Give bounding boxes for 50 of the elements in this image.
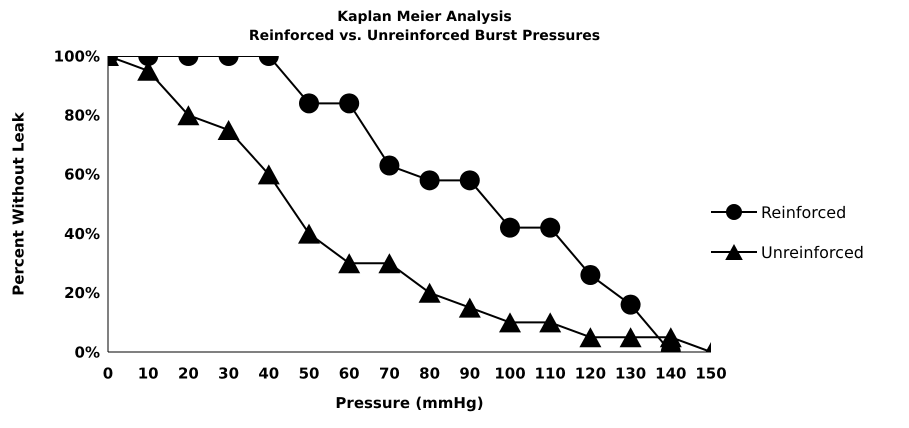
point <box>339 93 360 114</box>
x-tick-label: 120 <box>574 364 606 383</box>
x-tick-label: 60 <box>338 364 360 383</box>
point <box>499 312 521 332</box>
x-tick-label: 20 <box>178 364 199 383</box>
x-tick-label: 80 <box>419 364 440 383</box>
x-tick-label: 130 <box>614 364 646 383</box>
point <box>620 327 642 348</box>
point <box>378 253 400 274</box>
point <box>418 282 441 303</box>
x-tick-label: 150 <box>695 364 727 383</box>
point <box>379 156 400 176</box>
x-axis-title: Pressure (mmHg) <box>335 394 484 412</box>
point <box>258 164 280 184</box>
x-tick-label: 10 <box>138 364 159 383</box>
point <box>540 218 560 238</box>
x-tick-label: 50 <box>298 364 320 383</box>
point <box>299 93 319 114</box>
chart-title: Kaplan Meier Analysis <box>336 8 513 27</box>
point <box>420 170 440 190</box>
x-tick-label: 90 <box>459 364 480 383</box>
point <box>539 312 562 332</box>
point <box>177 105 200 126</box>
point <box>500 218 520 238</box>
point <box>218 120 240 140</box>
y-tick-label: 80% <box>64 106 100 125</box>
point <box>620 294 641 315</box>
x-tick-label: 30 <box>218 364 240 383</box>
point <box>579 327 602 348</box>
x-tick-label: 70 <box>378 364 400 383</box>
x-tick-label: 0 <box>102 364 114 383</box>
x-tick-label: 140 <box>655 364 686 383</box>
point <box>580 265 600 286</box>
point <box>460 170 480 190</box>
legend-label: Unreinforced <box>761 242 864 262</box>
y-axis-title: Percent Without Leak <box>9 111 28 296</box>
y-tick-label: 0% <box>74 343 100 362</box>
x-tick-label: 40 <box>258 364 280 383</box>
y-tick-label: 100% <box>54 47 100 66</box>
x-tick-label: 110 <box>534 364 566 383</box>
y-tick-label: 20% <box>64 284 100 302</box>
point <box>298 224 320 244</box>
x-tick-label: 100 <box>494 364 526 383</box>
chart-subtitle: Reinforced vs. Unreinforced Burst Pressures <box>248 27 602 46</box>
point <box>660 327 682 348</box>
y-tick-label: 60% <box>64 166 100 184</box>
point <box>458 298 481 318</box>
y-tick-label: 40% <box>64 224 100 243</box>
point <box>338 253 360 274</box>
legend-label: Reinforced <box>761 202 846 222</box>
